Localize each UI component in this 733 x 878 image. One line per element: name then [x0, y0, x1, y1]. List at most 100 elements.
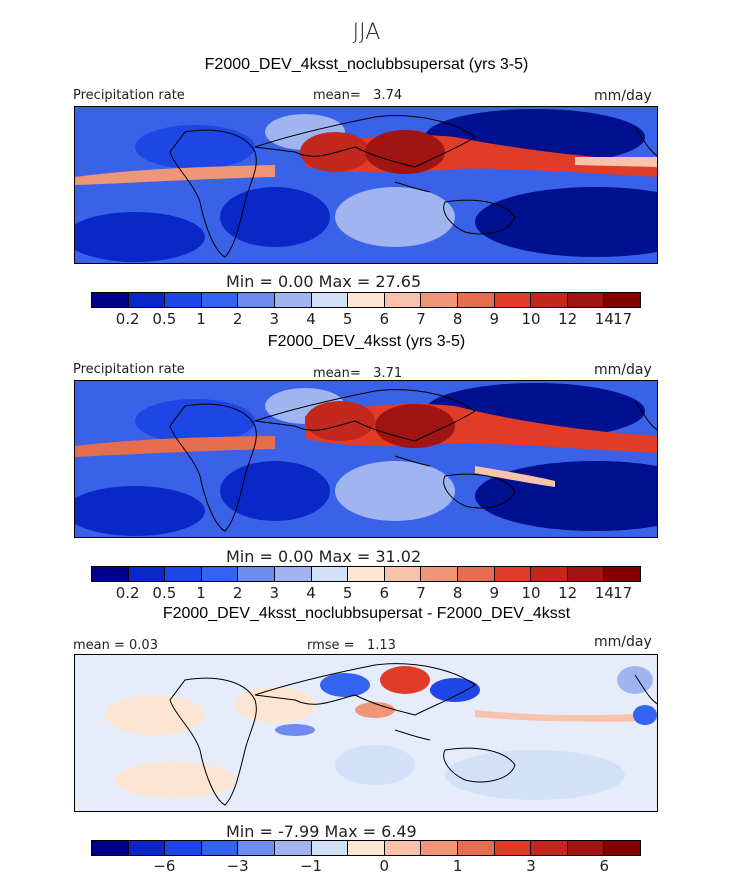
colorbar-swatch: [494, 841, 532, 855]
colorbar-swatch: [421, 293, 458, 307]
colorbar-tick-label: 10: [521, 310, 541, 328]
colorbar-tick-label: 14: [594, 584, 614, 602]
panel-2-mean-value: 3.71: [373, 366, 403, 381]
colorbar-tick-label: 0: [379, 857, 390, 875]
colorbar-tick-label: 0.2: [115, 584, 140, 602]
colorbar-swatch: [531, 841, 568, 855]
colorbar-swatch: [92, 293, 129, 307]
colorbar-swatch: [274, 293, 312, 307]
colorbar-tick-label: 9: [489, 584, 500, 602]
panel-2-units: mm/day: [594, 362, 652, 378]
colorbar-swatch: [384, 293, 422, 307]
colorbar-swatch: [311, 567, 349, 581]
colorbar-swatch: [531, 293, 568, 307]
colorbar-swatch: [348, 567, 385, 581]
colorbar-swatch: [238, 567, 275, 581]
colorbar-swatch: [604, 841, 640, 855]
colorbar-swatch: [348, 841, 385, 855]
colorbar-swatch: [238, 841, 275, 855]
colorbar-tick-label: 4: [306, 310, 316, 328]
colorbar-swatch: [92, 567, 129, 581]
colorbar-swatch: [311, 293, 349, 307]
colorbar-swatch: [531, 567, 568, 581]
panel-2-mean-label: mean= 3.71: [313, 366, 403, 381]
colorbar-tick-label: 7: [416, 584, 426, 602]
colorbar-tick-label: 7: [416, 310, 426, 328]
colorbar-tick-label: 10: [521, 584, 541, 602]
colorbar-tick-label: 17: [613, 584, 633, 602]
colorbar-tick-label: 6: [379, 584, 390, 602]
panel-2-colorbar: [91, 566, 641, 582]
panel-3-map: [74, 654, 658, 812]
colorbar-tick-label: 5: [342, 310, 353, 328]
colorbar-tick-label: 9: [489, 310, 500, 328]
colorbar-swatch: [165, 293, 202, 307]
colorbar-swatch: [238, 293, 275, 307]
colorbar-tick-label: −6: [153, 857, 176, 875]
colorbar-swatch: [567, 567, 605, 581]
panel-1-title: F2000_DEV_4ksst_noclubbsupersat (yrs 3-5…: [204, 56, 529, 73]
colorbar-swatch: [384, 841, 422, 855]
colorbar-tick-label: 6: [599, 857, 610, 875]
panel-3-minmax: Min = -7.99 Max = 6.49: [226, 822, 417, 841]
panel-1-mean-label: mean= 3.74: [313, 88, 403, 103]
colorbar-swatch: [421, 841, 458, 855]
colorbar-tick-label: 1: [196, 584, 206, 602]
colorbar-swatch: [494, 293, 532, 307]
panel-3-colorbar: [91, 840, 641, 856]
panel-3-units: mm/day: [594, 634, 652, 650]
colorbar-swatch: [457, 841, 495, 855]
panel-2-title: F2000_DEV_4ksst (yrs 3-5): [267, 333, 466, 350]
panel-3-mean-label: mean = 0.03: [73, 638, 158, 653]
colorbar-swatch: [201, 293, 239, 307]
colorbar-swatch: [274, 567, 312, 581]
colorbar-swatch: [384, 567, 422, 581]
colorbar-swatch: [311, 841, 349, 855]
colorbar-swatch: [457, 293, 495, 307]
panel-1-map: [74, 106, 658, 264]
panel-1-units: mm/day: [594, 88, 652, 104]
colorbar-swatch: [567, 293, 605, 307]
colorbar-tick-label: 5: [342, 584, 353, 602]
colorbar-tick-label: 14: [594, 310, 614, 328]
panel-2-colorbar-ticks: 0.2 0.5 1 2 3 4 5 6 7 8 9 10 12 14 17: [91, 584, 641, 604]
panel-2-variable-label: Precipitation rate: [73, 362, 185, 377]
colorbar-tick-label: 8: [452, 584, 463, 602]
colorbar-tick-label: 0.5: [152, 584, 177, 602]
colorbar-tick-label: −3: [226, 857, 249, 875]
colorbar-tick-label: 0.2: [115, 310, 140, 328]
colorbar-swatch: [421, 567, 458, 581]
panel-1-minmax: Min = 0.00 Max = 27.65: [226, 272, 422, 291]
panel-1-colorbar-ticks: 0.2 0.5 1 2 3 4 5 6 7 8 9 10 12 14 17: [91, 310, 641, 330]
panel-2-map: [74, 380, 658, 538]
panel-3-rmse-value: 1.13: [366, 638, 396, 653]
colorbar-tick-label: 12: [558, 584, 578, 602]
colorbar-tick-label: 2: [232, 310, 243, 328]
panel-3-title: F2000_DEV_4ksst_noclubbsupersat - F2000_…: [162, 605, 571, 622]
colorbar-swatch: [92, 841, 129, 855]
colorbar-swatch: [165, 567, 202, 581]
panel-1-colorbar: [91, 292, 641, 308]
colorbar-tick-label: 3: [269, 310, 280, 328]
colorbar-swatch: [604, 567, 640, 581]
colorbar-tick-label: 1: [452, 857, 463, 875]
colorbar-tick-label: 2: [232, 584, 243, 602]
colorbar-swatch: [494, 567, 532, 581]
panel-1-variable-label: Precipitation rate: [73, 88, 185, 103]
colorbar-swatch: [128, 293, 166, 307]
colorbar-tick-label: −1: [299, 857, 323, 875]
colorbar-swatch: [128, 841, 166, 855]
panel-2-minmax: Min = 0.00 Max = 31.02: [226, 547, 422, 566]
colorbar-tick-label: 1: [196, 310, 206, 328]
colorbar-swatch: [604, 293, 640, 307]
season-title: JJA: [352, 20, 381, 45]
colorbar-tick-label: 3: [269, 584, 280, 602]
colorbar-swatch: [567, 841, 605, 855]
colorbar-swatch: [457, 567, 495, 581]
panel-3-rmse-label: rmse = 1.13: [307, 638, 396, 653]
colorbar-swatch: [201, 841, 239, 855]
colorbar-swatch: [201, 567, 239, 581]
colorbar-tick-label: 17: [613, 310, 633, 328]
colorbar-swatch: [165, 841, 202, 855]
panel-1-mean-value: 3.74: [373, 88, 403, 103]
